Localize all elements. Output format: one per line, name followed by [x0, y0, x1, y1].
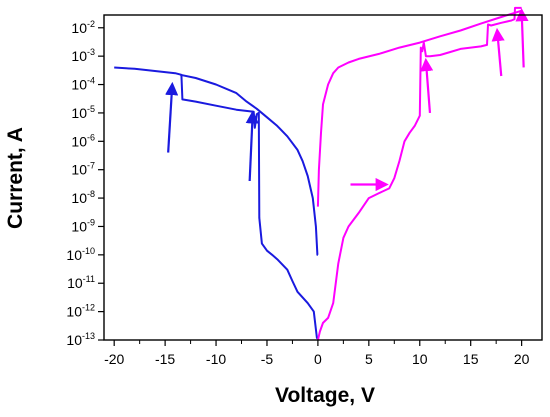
y-tick-label: 10-13 [66, 331, 95, 348]
annotation-arrow-3 [420, 57, 434, 114]
annotation-arrow-0 [165, 81, 179, 153]
x-tick-label: 15 [463, 351, 479, 367]
x-tick-label: -15 [155, 351, 175, 367]
x-tick-label: -10 [206, 351, 226, 367]
y-tick-label: 10-7 [71, 161, 95, 178]
x-axis-title: Voltage, V [275, 384, 375, 407]
y-tick-label: 10-6 [71, 132, 95, 149]
y-tick-label: 10-10 [66, 246, 95, 263]
series-line-2 [316, 6, 522, 341]
x-tick-label: 5 [365, 351, 373, 367]
series-line-3 [316, 9, 522, 207]
annotation-arrow-4 [491, 27, 505, 77]
plot-frame [103, 14, 543, 341]
series-line-0 [114, 66, 320, 341]
y-tick-label: 10-11 [67, 274, 95, 291]
y-tick-label: 10-12 [66, 303, 95, 320]
x-tick-label: 20 [514, 351, 530, 367]
x-tick-label: 10 [412, 351, 428, 367]
y-tick-label: 10-4 [71, 76, 95, 93]
annotation-arrow-5 [515, 8, 529, 68]
y-tick-label: 10-2 [71, 19, 95, 36]
x-tick-label: -20 [104, 351, 124, 367]
x-tick-label: -5 [261, 351, 274, 367]
y-tick-label: 10-9 [71, 217, 95, 234]
y-tick-label: 10-5 [71, 104, 95, 121]
y-axis-title: Current, A [4, 127, 27, 229]
y-tick-label: 10-3 [71, 47, 95, 64]
annotation-arrow-1 [245, 110, 259, 182]
x-tick-label: 0 [314, 351, 322, 367]
y-tick-label: 10-8 [71, 189, 95, 206]
arrow-layer [165, 8, 529, 192]
tick-layer: -20 -15 -10 -5 0 5 10 15 20 10-13 10-12 10-11 10-10 1… [66, 19, 529, 367]
series-line-1 [180, 73, 319, 256]
series-layer [114, 6, 522, 341]
